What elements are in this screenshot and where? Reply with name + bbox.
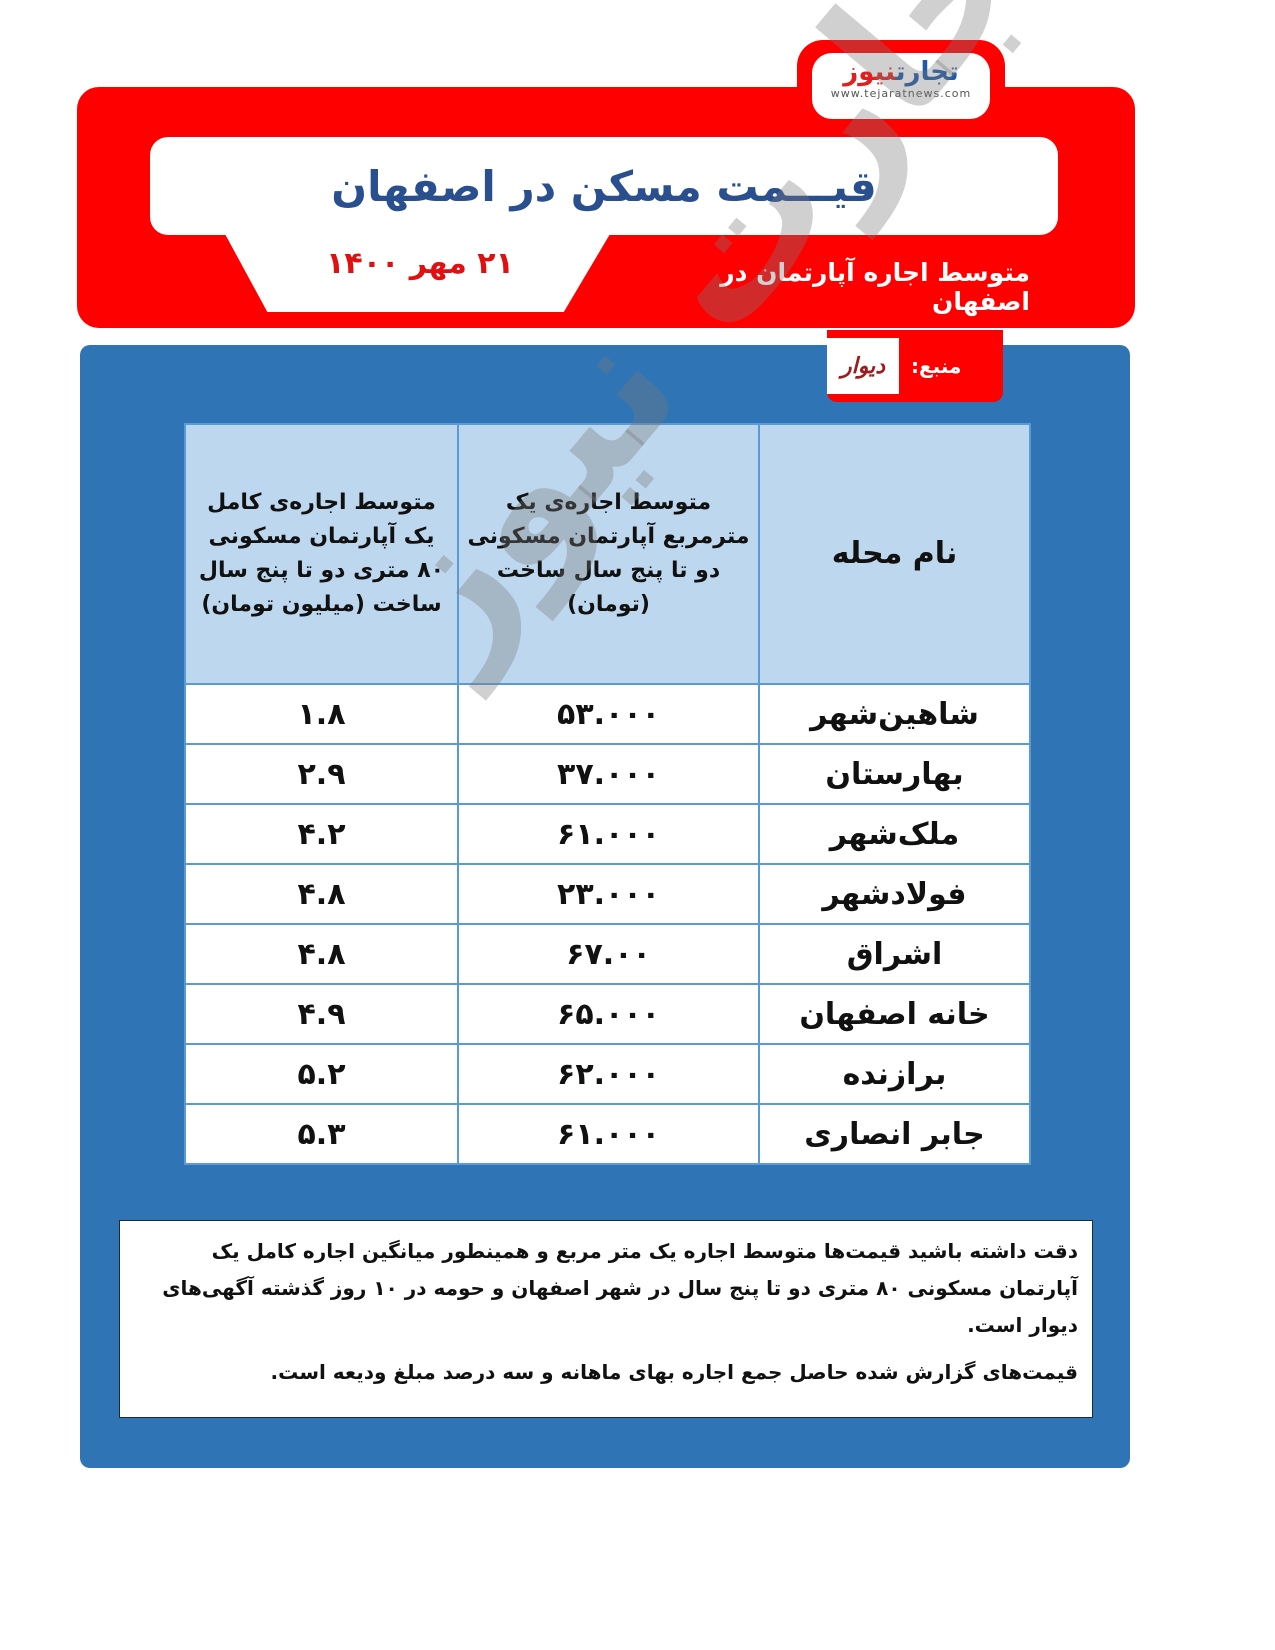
neighborhood-cell: ملک‌شهر: [758, 803, 1031, 865]
brand-logo: تجارتنیوز www.tejaratnews.com: [812, 53, 990, 119]
rent-per-sqm-cell: ۳۷.۰۰۰: [457, 743, 760, 805]
date-panel: [225, 234, 610, 312]
rent-table: نام محله متوسط اجاره‌ی یک مترمربع آپارتم…: [184, 423, 1031, 1165]
logo-brand-part1: تجارت: [895, 57, 959, 87]
header-neighborhood: نام محله: [758, 423, 1031, 685]
table-row: بهارستان ۳۷.۰۰۰ ۲.۹: [184, 743, 1031, 805]
rent-per-sqm-cell: ۲۳.۰۰۰: [457, 863, 760, 925]
title-box: قیـــمت مسکن در اصفهان: [150, 137, 1058, 235]
neighborhood-cell: فولادشهر: [758, 863, 1031, 925]
table-row: اشراق ۶۷.۰۰ ۴.۸: [184, 923, 1031, 985]
source-logo: دیوار: [827, 338, 899, 394]
full-rent-cell: ۲.۹: [184, 743, 459, 805]
note-text: دقت داشته باشید قیمت‌ها متوسط اجاره یک م…: [162, 1239, 1078, 1337]
full-rent-cell: ۱.۸: [184, 683, 459, 745]
subtitle: متوسط اجاره آپارتمان در اصفهان: [720, 258, 1030, 316]
neighborhood-cell: خانه اصفهان: [758, 983, 1031, 1045]
note-box: دقت داشته باشید قیمت‌ها متوسط اجاره یک م…: [119, 1220, 1093, 1418]
full-rent-cell: ۵.۳: [184, 1103, 459, 1165]
logo-brand-part2: نیوز: [843, 57, 896, 87]
table-row: شاهین‌شهر ۵۳.۰۰۰ ۱.۸: [184, 683, 1031, 745]
source-tab: منبع: دیوار: [827, 330, 1003, 402]
rent-per-sqm-cell: ۶۵.۰۰۰: [457, 983, 760, 1045]
neighborhood-cell: بهارستان: [758, 743, 1031, 805]
full-rent-cell: ۴.۹: [184, 983, 459, 1045]
page-title: قیـــمت مسکن در اصفهان: [331, 161, 877, 211]
date-label: ۲۱ مهر ۱۴۰۰: [326, 246, 514, 281]
logo-url: www.tejaratnews.com: [830, 87, 972, 100]
full-rent-cell: ۴.۸: [184, 863, 459, 925]
header-rent-per-sqm: متوسط اجاره‌ی یک مترمربع آپارتمان مسکونی…: [457, 423, 760, 685]
table-row: فولادشهر ۲۳.۰۰۰ ۴.۸: [184, 863, 1031, 925]
table-row: خانه اصفهان ۶۵.۰۰۰ ۴.۹: [184, 983, 1031, 1045]
table-row: جابر انصاری ۶۱.۰۰۰ ۵.۳: [184, 1103, 1031, 1165]
note-text: قیمت‌های گزارش شده حاصل جمع اجاره بهای م…: [270, 1360, 1078, 1384]
neighborhood-cell: برازنده: [758, 1043, 1031, 1105]
rent-per-sqm-cell: ۶۲.۰۰۰: [457, 1043, 760, 1105]
neighborhood-cell: جابر انصاری: [758, 1103, 1031, 1165]
rent-per-sqm-cell: ۶۱.۰۰۰: [457, 803, 760, 865]
source-label: منبع:: [911, 354, 962, 378]
full-rent-cell: ۴.۲: [184, 803, 459, 865]
table-row: برازنده ۶۲.۰۰۰ ۵.۲: [184, 1043, 1031, 1105]
neighborhood-cell: اشراق: [758, 923, 1031, 985]
table-row: ملک‌شهر ۶۱.۰۰۰ ۴.۲: [184, 803, 1031, 865]
full-rent-cell: ۵.۲: [184, 1043, 459, 1105]
full-rent-cell: ۴.۸: [184, 923, 459, 985]
rent-per-sqm-cell: ۶۷.۰۰: [457, 923, 760, 985]
rent-per-sqm-cell: ۵۳.۰۰۰: [457, 683, 760, 745]
rent-per-sqm-cell: ۶۱.۰۰۰: [457, 1103, 760, 1165]
neighborhood-cell: شاهین‌شهر: [758, 683, 1031, 745]
table-header-row: نام محله متوسط اجاره‌ی یک مترمربع آپارتم…: [184, 423, 1031, 685]
header-full-rent: متوسط اجاره‌ی کامل یک آپارتمان مسکونی ۸۰…: [184, 423, 459, 685]
